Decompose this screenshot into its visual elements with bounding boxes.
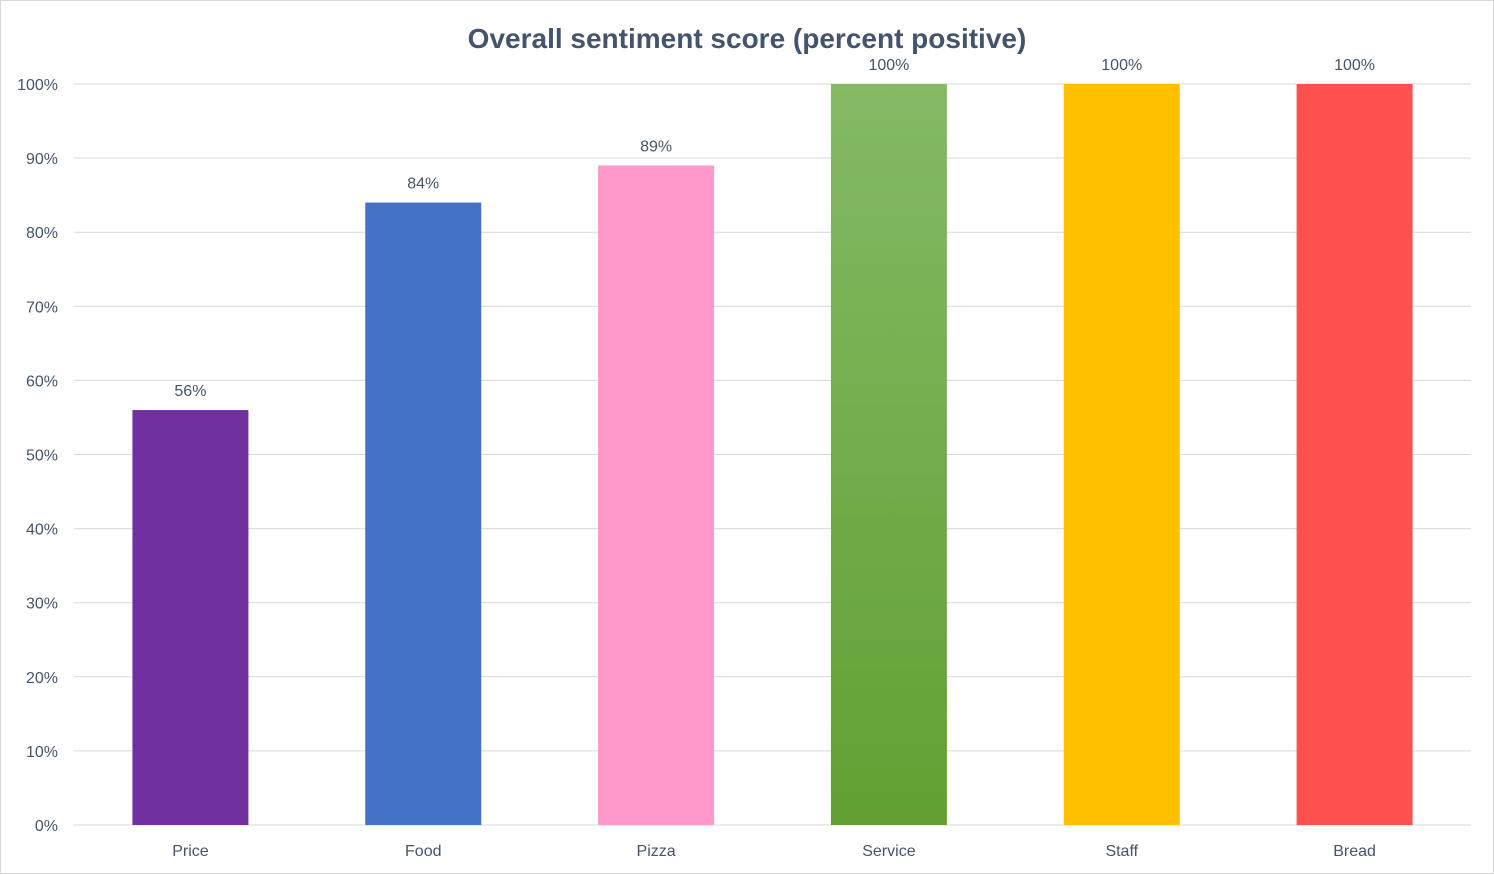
y-tick-label-60: 60% [26, 373, 58, 390]
y-tick-label-20: 20% [26, 670, 58, 687]
y-axis-tick-labels: 0% 10% 20% 30% 40% 50% 60% 70% 80% 90% 100% [17, 77, 58, 835]
data-label-price: 56% [174, 383, 206, 400]
y-tick-label-80: 80% [26, 225, 58, 242]
x-tick-label-food: Food [405, 843, 441, 860]
x-tick-label-bread: Bread [1333, 843, 1376, 860]
x-tick-label-service: Service [862, 843, 915, 860]
bar-service [830, 84, 947, 825]
bars [132, 84, 1413, 825]
data-label-service: 100% [868, 57, 909, 74]
bar-food [365, 202, 482, 825]
y-tick-label-10: 10% [26, 744, 58, 761]
x-tick-label-price: Price [172, 843, 209, 860]
bar-bread [1296, 84, 1413, 825]
bar-pizza [598, 165, 715, 825]
x-axis-tick-labels: Price Food Pizza Service Staff Bread [172, 843, 1376, 860]
data-label-pizza: 89% [640, 139, 672, 156]
gridlines [74, 83, 1471, 826]
data-label-food: 84% [407, 176, 439, 193]
data-labels: 56% 84% 89% 100% 100% 100% [174, 57, 1375, 400]
data-label-staff: 100% [1101, 57, 1142, 74]
y-tick-label-40: 40% [26, 522, 58, 539]
y-tick-label-100: 100% [17, 77, 58, 94]
chart-title: Overall sentiment score (percent positiv… [467, 23, 1027, 54]
bar-staff [1063, 84, 1180, 825]
y-tick-label-50: 50% [26, 448, 58, 465]
x-tick-label-staff: Staff [1105, 843, 1138, 860]
y-tick-label-90: 90% [26, 151, 58, 168]
y-tick-label-70: 70% [26, 299, 58, 316]
y-tick-label-0: 0% [35, 818, 58, 835]
y-tick-label-30: 30% [26, 596, 58, 613]
data-label-bread: 100% [1334, 57, 1375, 74]
bar-price [132, 410, 249, 825]
x-tick-label-pizza: Pizza [637, 843, 676, 860]
